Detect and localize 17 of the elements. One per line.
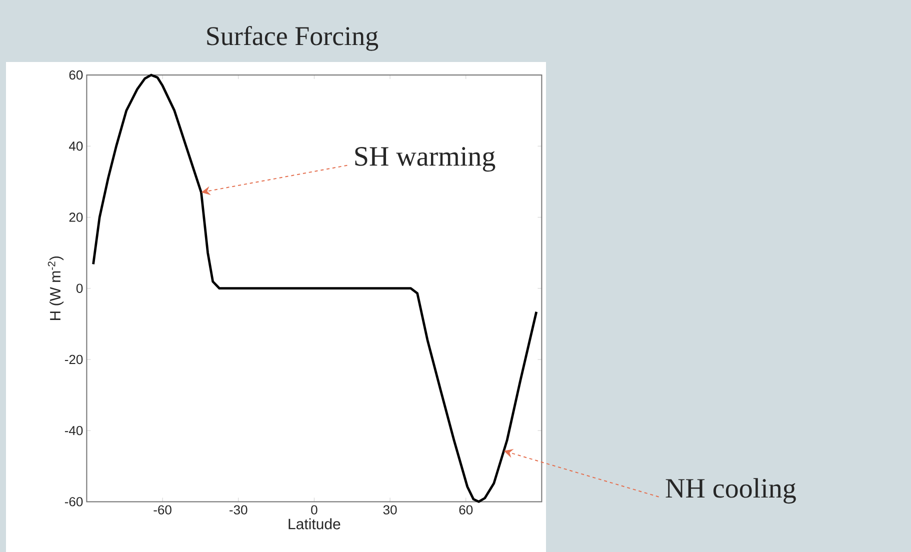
y-axis-title: H (W m$^{-2}$) bbox=[48, 256, 64, 320]
x-tick-label: 0 bbox=[311, 505, 318, 514]
x-tick-label: 60 bbox=[459, 505, 473, 514]
y-tick-label: 20 bbox=[69, 212, 83, 222]
chart-title: Surface Forcing bbox=[207, 26, 378, 51]
x-tick-label: 30 bbox=[383, 505, 397, 514]
y-tick-label: 60 bbox=[69, 70, 83, 80]
y-tick-label: -40 bbox=[64, 426, 83, 436]
x-tick-label: -60 bbox=[154, 505, 172, 514]
y-tick-label: -60 bbox=[64, 497, 83, 506]
y-tick-label: -20 bbox=[64, 354, 83, 364]
annotation: SH warming bbox=[355, 147, 496, 172]
x-axis-title: Latitude bbox=[288, 518, 340, 530]
y-tick-label: 40 bbox=[69, 142, 83, 151]
annotation: NH cooling bbox=[666, 478, 796, 504]
y-tick-label: 0 bbox=[76, 284, 83, 293]
x-tick-label: -30 bbox=[230, 505, 248, 514]
